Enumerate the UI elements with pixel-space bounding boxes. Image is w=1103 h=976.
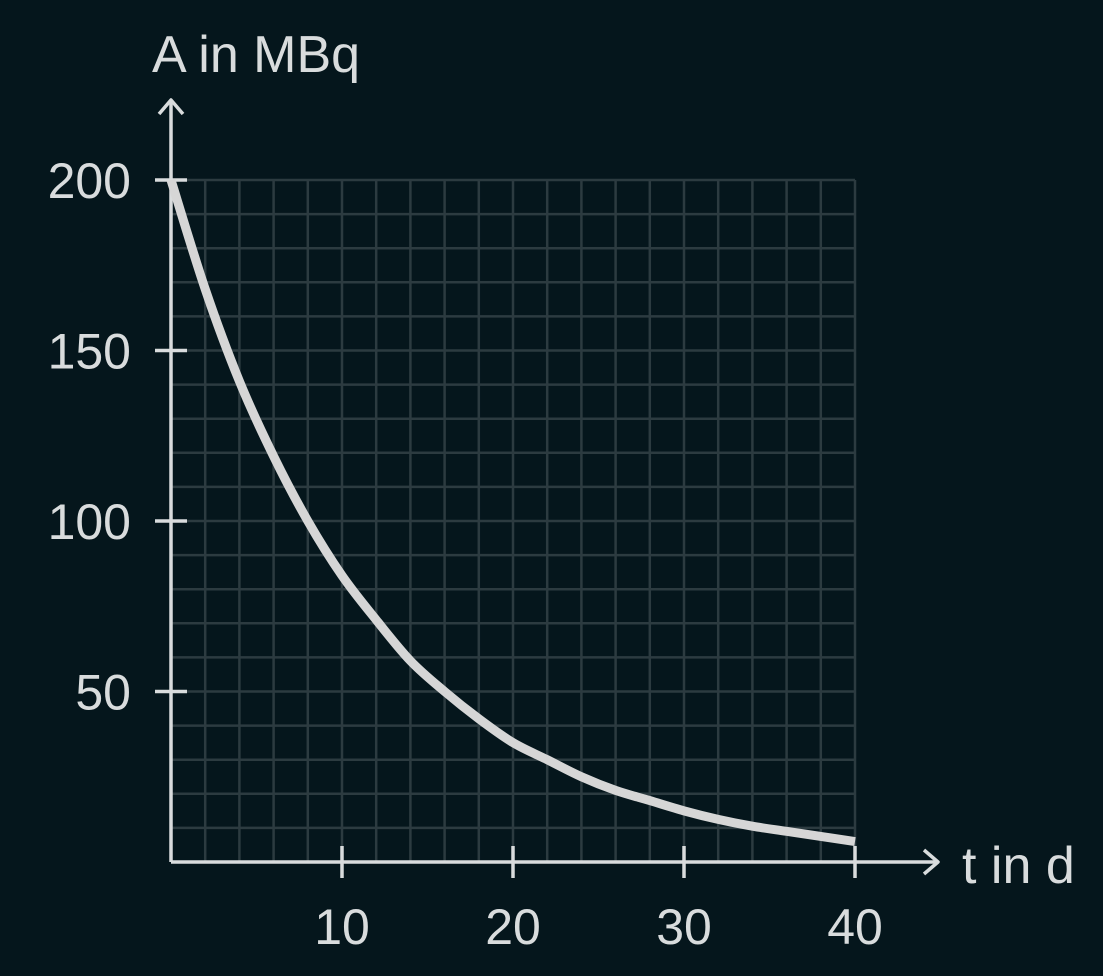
y-tick-label: 50 — [75, 665, 131, 721]
x-axis-label: t in d — [962, 837, 1075, 895]
x-axis-arrow-icon — [922, 848, 940, 876]
x-tick-label: 30 — [656, 899, 712, 955]
y-tick-label: 200 — [48, 153, 131, 209]
curve-layer — [166, 178, 856, 846]
grid — [171, 178, 857, 862]
ticks: 10 20 30 40 50 100 150 200 — [48, 153, 883, 955]
x-tick-label: 40 — [827, 899, 883, 955]
y-axis-arrow-icon — [157, 98, 185, 116]
y-tick-label: 100 — [48, 494, 131, 550]
axes — [157, 98, 940, 876]
y-tick-label: 150 — [48, 324, 131, 380]
labels: A in MBq t in d — [152, 26, 1075, 895]
x-tick-label: 10 — [314, 899, 370, 955]
decay-curve — [166, 178, 856, 846]
y-axis-label: A in MBq — [152, 26, 360, 84]
x-tick-label: 20 — [485, 899, 541, 955]
